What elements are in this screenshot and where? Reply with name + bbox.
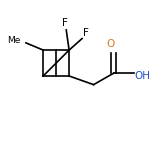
Text: F: F — [62, 18, 68, 28]
Text: O: O — [107, 39, 115, 49]
Text: Me: Me — [7, 36, 20, 45]
Text: F: F — [83, 28, 89, 38]
Text: OH: OH — [135, 71, 151, 81]
